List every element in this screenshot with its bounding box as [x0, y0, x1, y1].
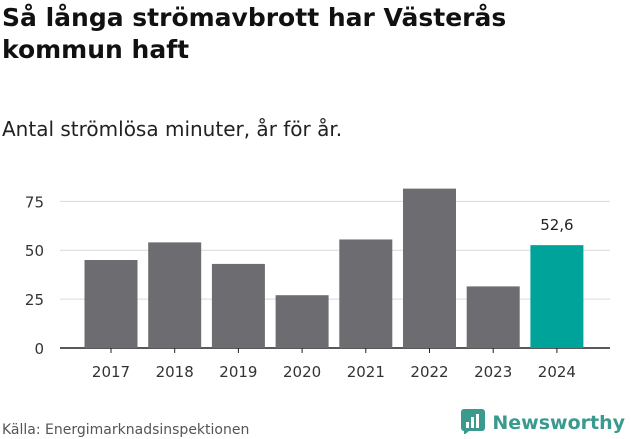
brand-name: Newsworthy [492, 412, 625, 434]
y-tick-label: 75 [25, 193, 44, 211]
y-tick-label: 50 [25, 242, 44, 260]
bar-2023 [466, 286, 520, 348]
y-tick-label: 0 [34, 340, 44, 358]
newsworthy-logo-icon [460, 408, 486, 438]
data-label: 52,6 [540, 216, 573, 234]
brand-logo: Newsworthy [460, 408, 625, 438]
source-note: Källa: Energimarknadsinspektionen [2, 422, 250, 438]
bar-2018 [148, 242, 202, 348]
x-tick-label: 2020 [283, 363, 321, 381]
gridlines [60, 200, 610, 349]
chart-subtitle: Antal strömlösa minuter, år för år. [2, 117, 343, 141]
x-tick-label: 2019 [219, 363, 257, 381]
chart-title: Så långa strömavbrott har Västerås kommu… [2, 3, 507, 64]
bar-2019 [211, 263, 265, 348]
y-tick-label: 25 [25, 291, 44, 309]
bar-2020 [275, 295, 329, 348]
x-tick-label: 2022 [410, 363, 448, 381]
x-tick-label: 2017 [92, 363, 130, 381]
y-axis-ticks: 0 25 50 75 [25, 193, 44, 358]
x-axis-ticks: 2017 2018 2019 2020 2021 2022 2023 2024 [92, 348, 576, 381]
data-labels: 52,6 [540, 216, 573, 234]
bar-2017 [84, 260, 138, 348]
bar-2022 [403, 188, 456, 348]
bars [84, 188, 584, 348]
x-tick-label: 2024 [538, 363, 576, 381]
bar-2024 [530, 245, 584, 348]
x-tick-label: 2021 [347, 363, 385, 381]
bar-2021 [339, 239, 393, 348]
x-tick-label: 2023 [474, 363, 512, 381]
x-tick-label: 2018 [156, 363, 194, 381]
